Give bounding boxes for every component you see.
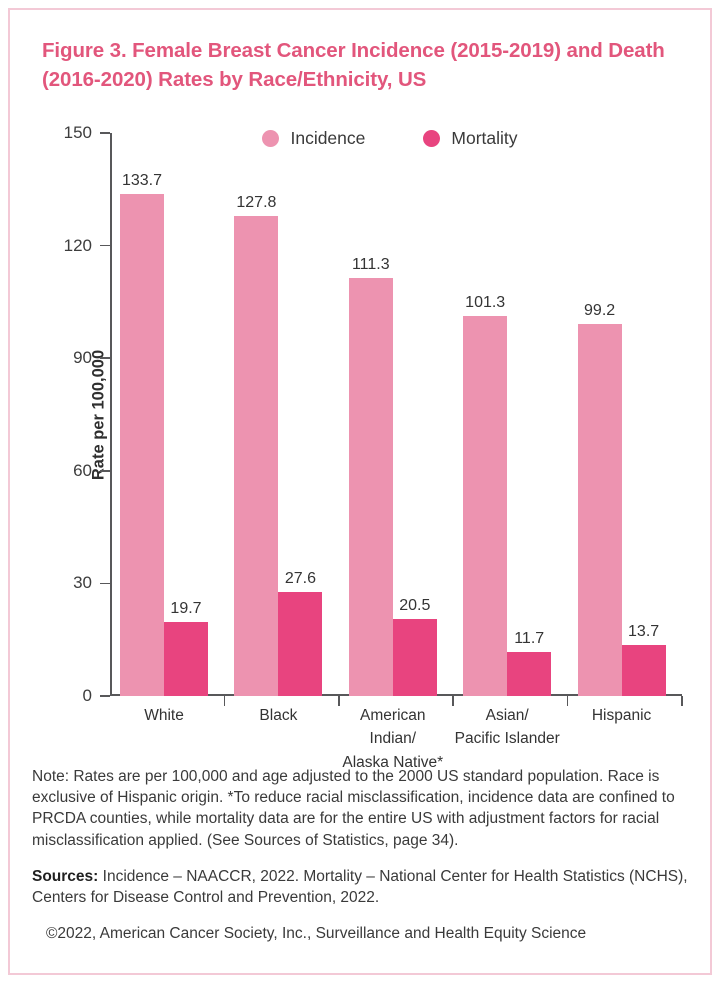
bar: 20.5	[392, 597, 437, 696]
x-axis-category-label-line: White	[144, 707, 184, 724]
y-axis-line	[110, 133, 112, 696]
legend-swatch-mortality-icon	[423, 129, 441, 147]
sources-text: Sources: Incidence – NAACCR, 2022. Morta…	[32, 866, 692, 908]
x-axis-category-label-line: Black	[259, 707, 298, 724]
x-axis-category-label-line: Asian/	[485, 707, 529, 724]
x-axis-category-label: Asian/Pacific Islander	[450, 704, 564, 751]
bar-value-label: 27.6	[284, 570, 316, 588]
x-axis-tick	[566, 696, 569, 706]
legend-label-incidence: Incidence	[290, 127, 366, 148]
bars-layer: 133.7 19.7 127.8 27.6 111.3 20.5 101.3 11.7 99.2…	[110, 133, 682, 696]
y-axis-tick: 60	[73, 461, 110, 480]
bar: 13.7	[621, 623, 666, 696]
x-axis-tick	[452, 696, 454, 706]
x-axis-category-label-line: Pacific Islander	[454, 730, 560, 748]
bar: 111.3	[348, 256, 393, 696]
y-axis-tick-label: 90	[73, 348, 92, 368]
bar: 101.3	[463, 294, 508, 696]
y-axis-tick-label: 30	[73, 573, 92, 593]
x-axis-tick	[223, 696, 226, 706]
y-axis-tick-label: 0	[82, 685, 92, 705]
bar: 133.7	[120, 172, 164, 696]
y-axis-tick-label: 120	[63, 235, 92, 255]
legend-label-mortality: Mortality	[451, 127, 518, 148]
bar-value-label: 111.3	[351, 256, 390, 274]
x-axis-category-label: White	[107, 704, 221, 727]
y-axis-tick-label: 60	[73, 460, 92, 480]
bar-value-label: 99.2	[584, 301, 616, 319]
note-text: Note: Rates are per 100,000 and age adju…	[32, 768, 675, 849]
bar: 11.7	[507, 630, 552, 696]
sources-body: Incidence – NAACCR, 2022. Mortality – Na…	[32, 867, 688, 907]
bar-value-label: 19.7	[170, 600, 202, 618]
bar-value-label: 11.7	[514, 630, 545, 648]
bar-value-label: 13.7	[628, 622, 660, 640]
bar: 19.7	[164, 600, 208, 696]
y-axis-tick: 0	[83, 686, 110, 705]
x-axis-category-label-line: Hispanic	[591, 707, 652, 724]
bar-value-label: 101.3	[465, 293, 506, 311]
x-axis-category-label: Black	[221, 704, 335, 727]
legend-swatch-incidence-icon	[262, 129, 280, 147]
plot-area: Rate per 100,000 0 30 60 90 120 150 133.7 19.7…	[64, 123, 683, 706]
y-axis-title: Rate per 100,000	[89, 349, 108, 480]
figure-title: Figure 3. Female Breast Cancer Incidence…	[42, 39, 665, 92]
y-axis-tick: 90	[73, 348, 110, 367]
y-axis-tick: 120	[64, 236, 110, 255]
bar-value-label: 20.5	[399, 597, 431, 615]
legend-item-mortality: Mortality	[423, 127, 518, 149]
chart-legend: Incidence Mortality	[110, 123, 670, 153]
figure-card: Figure 3. Female Breast Cancer Incidence…	[8, 8, 712, 975]
figure-notes: Note: Rates are per 100,000 and age adju…	[32, 766, 692, 945]
sources-label: Sources:	[32, 867, 99, 885]
bar: 127.8	[234, 194, 279, 696]
bar-value-label: 127.8	[236, 194, 277, 212]
x-axis-tick	[338, 696, 340, 706]
x-axis-category-label: Hispanic	[564, 704, 678, 727]
y-axis-tick-label: 150	[63, 123, 92, 142]
copyright-text: ©2022, American Cancer Society, Inc., Su…	[46, 925, 587, 943]
x-axis-category-label: American Indian/Alaska Native*	[336, 704, 450, 774]
bar: 27.6	[278, 570, 323, 696]
x-axis-category-labels: White Black American Indian/Alaska Native*…	[107, 704, 682, 771]
y-axis-tick: 150	[64, 123, 110, 142]
x-axis-tick	[681, 696, 683, 706]
x-axis-category-label-line: American Indian/	[360, 707, 426, 748]
bar: 99.2	[577, 302, 622, 696]
x-axis-category-label-line: Alaska Native*	[342, 753, 444, 771]
y-axis-tick: 30	[73, 573, 110, 592]
legend-item-incidence: Incidence	[262, 128, 365, 149]
bar-value-label: 133.7	[121, 172, 163, 190]
